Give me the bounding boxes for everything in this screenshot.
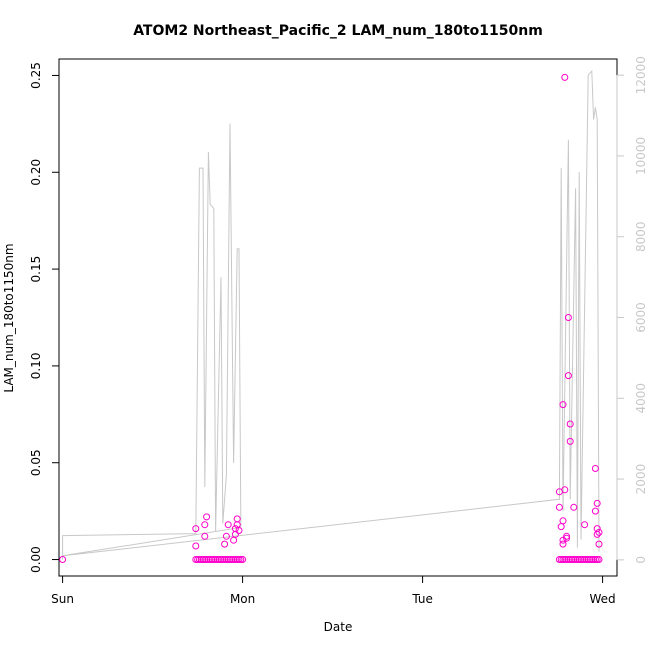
data-point bbox=[233, 515, 241, 523]
y-tick-label: 0.10 bbox=[29, 353, 43, 380]
y2-tick-label: 12000 bbox=[634, 56, 648, 94]
data-point bbox=[559, 517, 567, 525]
y-axis-label: LAM_num_180to1150nm bbox=[2, 243, 16, 392]
point-series-layer bbox=[59, 73, 603, 563]
data-point bbox=[239, 556, 247, 563]
data-point bbox=[570, 503, 578, 511]
y2-tick-label: 0 bbox=[634, 556, 648, 564]
x-axis-label: Date bbox=[324, 620, 353, 634]
data-point bbox=[595, 540, 603, 548]
data-point bbox=[192, 542, 200, 550]
data-point bbox=[564, 372, 572, 380]
y-tick-label: 0.20 bbox=[29, 159, 43, 186]
data-point bbox=[563, 532, 571, 540]
y-tick-label: 0.25 bbox=[29, 62, 43, 89]
data-point bbox=[222, 532, 230, 540]
y2-tick-label: 8000 bbox=[634, 221, 648, 252]
data-point bbox=[192, 525, 200, 533]
y-tick-label: 0.05 bbox=[29, 449, 43, 476]
y2-tick-label: 4000 bbox=[634, 383, 648, 414]
line-series-layer bbox=[62, 69, 600, 560]
right-y-axis: 0 2000 4000 6000 8000 10000 12000 bbox=[616, 56, 648, 564]
y2-tick-label: 6000 bbox=[634, 302, 648, 333]
data-point bbox=[566, 420, 574, 428]
line-series-path bbox=[62, 69, 600, 560]
data-point bbox=[235, 527, 243, 534]
data-point bbox=[559, 536, 567, 544]
chart-title: ATOM2 Northeast_Pacific_2 LAM_num_180to1… bbox=[133, 23, 543, 39]
data-point bbox=[581, 521, 589, 529]
data-point bbox=[591, 465, 599, 472]
plot-frame bbox=[58, 58, 618, 577]
data-point bbox=[559, 401, 567, 409]
data-point bbox=[557, 523, 565, 531]
data-point bbox=[201, 532, 209, 540]
data-point bbox=[566, 437, 574, 445]
x-axis: Sun Mon Tue Wed bbox=[51, 575, 616, 606]
data-point bbox=[595, 556, 603, 563]
y-tick-label: 0.15 bbox=[29, 256, 43, 283]
data-point bbox=[561, 486, 569, 494]
data-point bbox=[593, 499, 601, 507]
data-point bbox=[563, 534, 571, 542]
data-point bbox=[201, 521, 209, 529]
data-point bbox=[203, 513, 211, 521]
data-point bbox=[595, 528, 603, 536]
left-y-axis: 0.00 0.05 0.10 0.15 0.20 0.25 bbox=[29, 62, 60, 573]
x-tick-label: Mon bbox=[230, 592, 255, 606]
data-point bbox=[221, 540, 229, 548]
data-point bbox=[564, 314, 572, 321]
x-tick-label: Tue bbox=[411, 592, 433, 606]
data-point bbox=[59, 556, 67, 563]
x-tick-label: Wed bbox=[590, 592, 616, 606]
data-point bbox=[559, 540, 567, 548]
y2-tick-label: 10000 bbox=[634, 137, 648, 175]
y-tick-label: 0.00 bbox=[29, 546, 43, 573]
y2-tick-label: 2000 bbox=[634, 464, 648, 495]
data-point bbox=[561, 73, 569, 81]
data-point bbox=[230, 536, 238, 544]
data-point bbox=[593, 530, 601, 538]
data-point bbox=[591, 507, 599, 515]
data-point bbox=[555, 503, 563, 511]
x-tick-label: Sun bbox=[51, 592, 74, 606]
data-point bbox=[224, 521, 232, 529]
data-point bbox=[231, 525, 239, 533]
